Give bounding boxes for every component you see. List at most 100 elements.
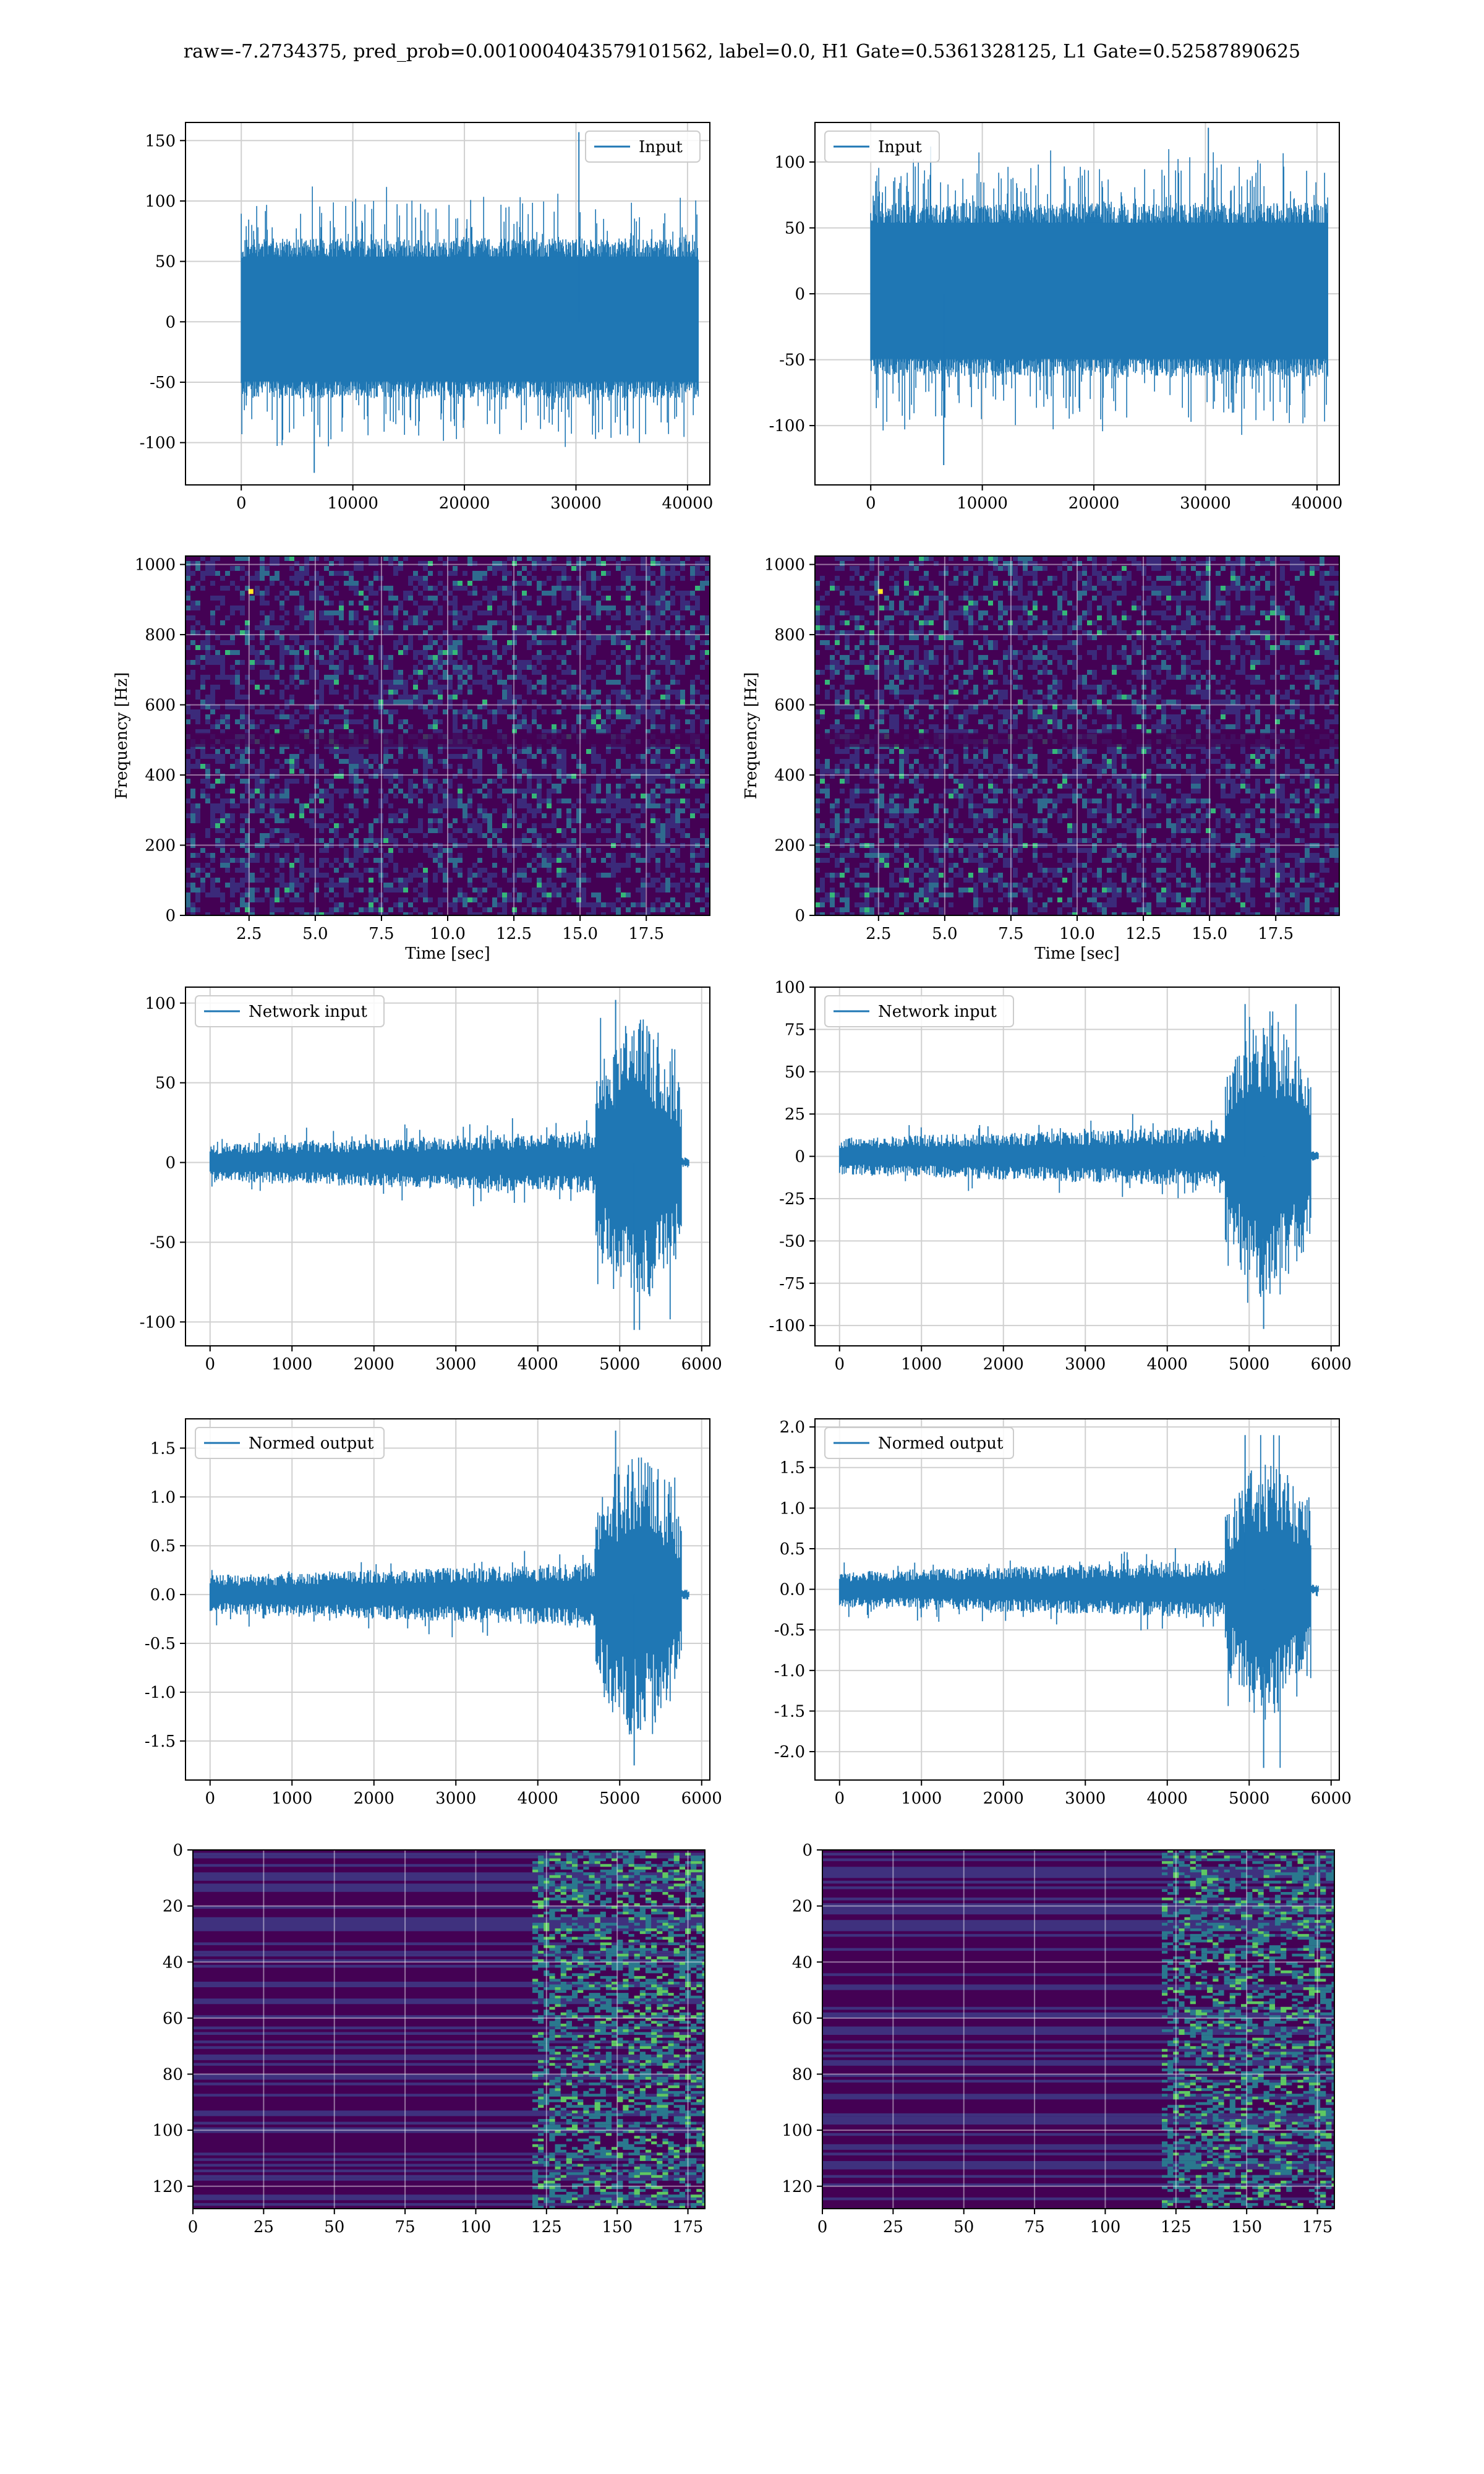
y-tick-label: 100 [774, 978, 805, 997]
y-tick-label: 0 [802, 1841, 812, 1860]
x-tick-label: 17.5 [628, 925, 664, 943]
y-tick-label: 150 [145, 132, 176, 150]
legend-box [195, 995, 385, 1027]
x-tick-label: 0 [834, 1789, 845, 1808]
y-tick-label: 200 [145, 837, 176, 855]
x-tick-label: 2.5 [866, 925, 891, 943]
y-tick-label: 75 [785, 1021, 805, 1039]
x-tick-label: 10000 [327, 494, 378, 513]
axes-frame [814, 122, 1340, 486]
x-tick-label: 25 [883, 2218, 903, 2236]
y-tick-label: -25 [779, 1190, 805, 1209]
heatmap-high [1162, 1850, 1334, 2209]
x-tick-label: 150 [1231, 2218, 1262, 2236]
x-tick-label: 5000 [1229, 1355, 1269, 1374]
legend-label: Network input [249, 1003, 367, 1021]
x-tick-label: 20000 [439, 494, 490, 513]
y-tick-label: -100 [140, 434, 176, 453]
y-tick-label: 50 [785, 219, 805, 238]
y-tick-label: -50 [150, 1233, 176, 1252]
x-tick-label: 5000 [1229, 1789, 1269, 1808]
legend-box [585, 131, 701, 163]
x-tick-label: 100 [461, 2218, 492, 2236]
y-tick-label: 0 [173, 1841, 183, 1860]
x-tick-label: 125 [531, 2218, 562, 2236]
y-tick-label: 80 [163, 2066, 183, 2084]
x-tick-label: 5.0 [302, 925, 328, 943]
subplot-feature-map-l1: 0 25 50 75 100 125 150 175 0 20 40 60 80 100 120 [782, 1841, 1335, 2236]
axes-frame [814, 555, 1340, 916]
y-tick-label: 400 [774, 766, 805, 785]
subplot-input-h1: 0 10000 20000 30000 40000 -100 -50 0 50 100 150 Inp… [140, 122, 714, 513]
subplot-input-l1: 0 10000 20000 30000 40000 -100 -50 0 50 100 Input [769, 122, 1343, 513]
y-tick-label: 1.0 [150, 1488, 176, 1507]
y-tick-label: -0.5 [774, 1621, 805, 1640]
series-line [838, 1435, 1319, 1768]
x-tick-label: 5000 [599, 1789, 640, 1808]
y-tick-label: 0.0 [150, 1586, 176, 1604]
heatmap-band [815, 732, 1339, 747]
x-tick-label: 40000 [1292, 494, 1343, 513]
y-tick-label: 2.0 [780, 1418, 805, 1437]
heatmap-band [186, 732, 710, 747]
legend-label: Network input [878, 1003, 997, 1021]
series-band [241, 132, 699, 473]
y-tick-label: 20 [792, 1898, 812, 1916]
x-tick-label: 0 [236, 494, 247, 513]
x-tick-label: 2000 [354, 1789, 394, 1808]
series-band [870, 127, 1328, 466]
x-tick-label: 10000 [957, 494, 1008, 513]
heatmap-cells [815, 556, 1339, 915]
axes-frame [814, 1418, 1340, 1781]
x-tick-label: 0 [188, 2218, 198, 2236]
series-line [209, 1457, 689, 1735]
x-tick-label: 17.5 [1258, 925, 1294, 943]
x-tick-label: 50 [324, 2218, 344, 2236]
y-tick-label: 1000 [764, 556, 805, 575]
series-line [838, 1004, 1319, 1303]
y-tick-label: 60 [163, 2010, 183, 2028]
heatmap-stripes [193, 1852, 705, 2206]
series-group [209, 1430, 689, 1766]
y-tick-label: 0 [165, 313, 176, 332]
y-tick-label: 0.5 [150, 1537, 176, 1556]
x-tick-label: 6000 [681, 1789, 722, 1808]
x-tick-label: 3000 [435, 1355, 476, 1374]
y-tick-label: 1.0 [780, 1499, 805, 1518]
y-tick-label: 1.5 [780, 1459, 805, 1478]
x-tick-label: 7.5 [998, 925, 1023, 943]
x-tick-label: 1000 [271, 1355, 312, 1374]
x-tick-label: 6000 [1311, 1789, 1352, 1808]
y-tick-label: 50 [155, 253, 176, 272]
x-tick-label: 1000 [271, 1789, 312, 1808]
subplot-spectrogram-l1: 2.5 5.0 7.5 10.0 12.5 15.0 17.5 0 200 400 600 800 10… [742, 555, 1340, 963]
x-tick-label: 5000 [599, 1355, 640, 1374]
axes-frame [185, 1418, 710, 1781]
x-tick-label: 6000 [1311, 1355, 1352, 1374]
legend-label: Input [639, 138, 683, 156]
series-extremes [1244, 1004, 1264, 1329]
x-tick-label: 30000 [550, 494, 602, 513]
heatmap-cells [193, 1850, 705, 2209]
y-tick-label: 120 [782, 2178, 812, 2196]
axes-frame [185, 555, 710, 916]
subplot-spectrogram-h1: 2.5 5.0 7.5 10.0 12.5 15.0 17.5 0 200 400 600 800 10… [113, 555, 710, 963]
y-tick-label: 0 [795, 285, 805, 304]
x-tick-label: 75 [1025, 2218, 1045, 2236]
x-tick-label: 4000 [518, 1789, 558, 1808]
heatmap-peak [248, 589, 254, 594]
x-tick-label: 3000 [435, 1789, 476, 1808]
heatmap-low [186, 556, 710, 915]
x-tick-label: 2.5 [236, 925, 262, 943]
x-tick-label: 0 [205, 1789, 215, 1808]
y-tick-label: 40 [792, 1953, 812, 1972]
y-tick-label: 600 [774, 696, 805, 715]
y-tick-label: -1.5 [774, 1702, 805, 1721]
x-tick-label: 40000 [662, 494, 714, 513]
y-tick-label: 0.0 [780, 1581, 805, 1599]
y-tick-label: -75 [779, 1275, 805, 1293]
y-tick-label: 25 [785, 1105, 805, 1124]
y-tick-label: 80 [792, 2066, 812, 2084]
y-tick-label: -1.0 [774, 1662, 805, 1680]
